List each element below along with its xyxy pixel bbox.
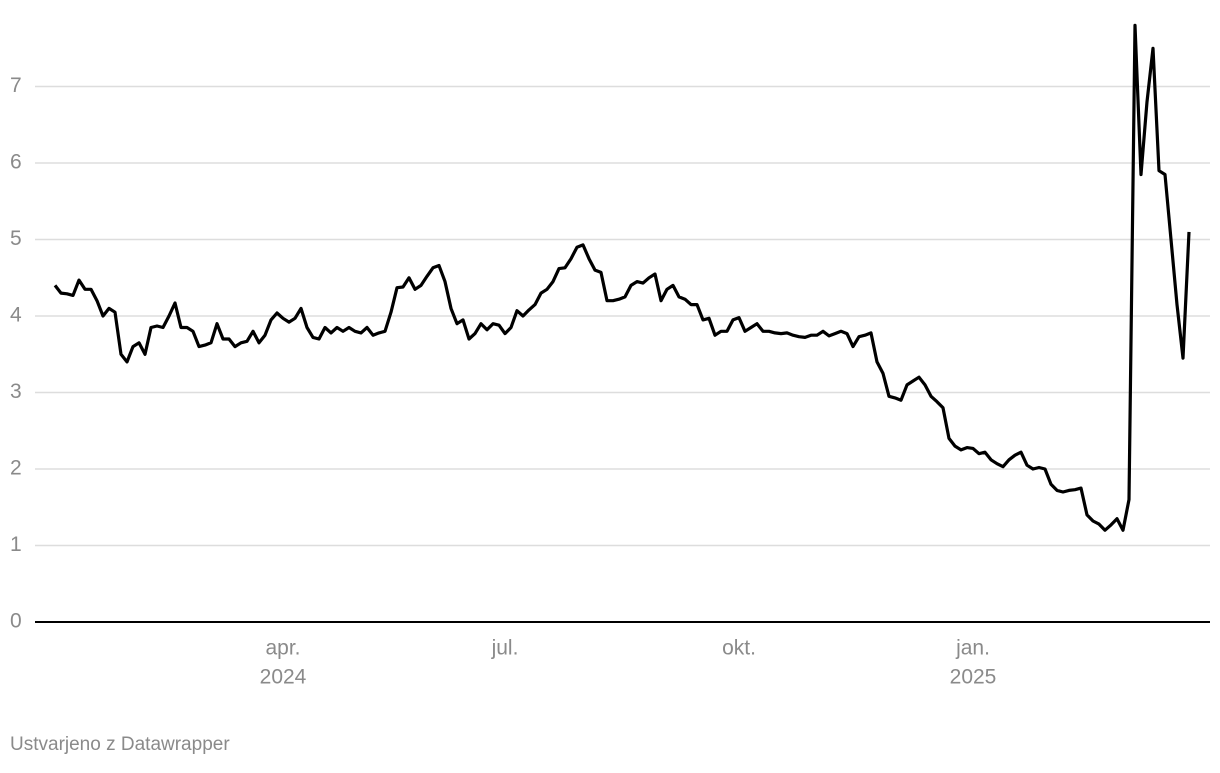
y-tick-label: 2 — [10, 457, 22, 480]
line — [53, 23, 1191, 532]
y-tick-label: 3 — [10, 380, 22, 403]
y-tick-label: 4 — [10, 304, 22, 327]
source-note: Ustvarjeno z Datawrapper — [10, 734, 230, 755]
y-tick-label: 6 — [10, 151, 22, 174]
y-tick-label: 1 — [10, 533, 22, 556]
y-tick-label: 7 — [10, 74, 22, 97]
x-tick-year: 2024 — [260, 666, 307, 689]
x-tick-label: jul. — [491, 637, 519, 660]
x-tick-year: 2025 — [950, 666, 997, 689]
y-tick-label: 5 — [10, 227, 22, 250]
y-tick-label: 0 — [10, 610, 22, 633]
x-tick-label: jan. — [955, 637, 990, 660]
x-tick-label: okt. — [722, 637, 756, 660]
x-tick-label: apr. — [265, 637, 300, 660]
